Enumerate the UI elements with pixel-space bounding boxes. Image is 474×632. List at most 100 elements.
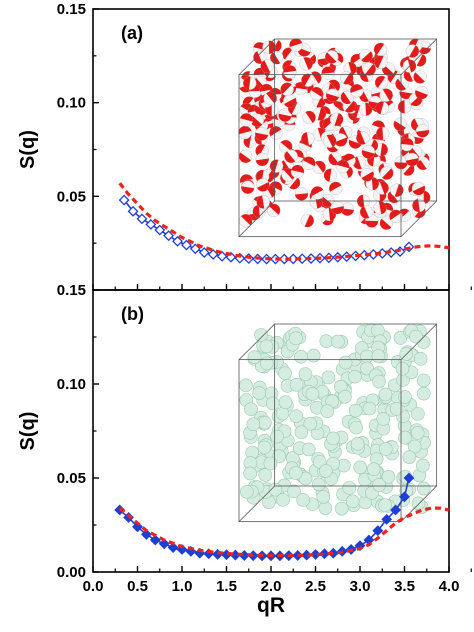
janus-sphere [255, 152, 269, 167]
janus-sphere [330, 200, 344, 215]
sphere-red-half [348, 62, 357, 75]
green-sphere [338, 389, 352, 404]
green-sphere [243, 466, 257, 481]
green-sphere [254, 328, 268, 342]
janus-spheres-box-inset [238, 38, 438, 238]
data-point [140, 528, 152, 540]
sphere-red-half [255, 158, 269, 166]
green-sphere [275, 406, 290, 421]
janus-sphere [238, 125, 252, 140]
sphere-red-half [280, 140, 293, 151]
janus-sphere [310, 186, 325, 200]
panel-a: 0.15 0.10 0.05 S(q) (a) [17, 1, 472, 291]
box-edge [238, 200, 275, 237]
green-sphere [409, 329, 423, 344]
sphere-red-half [240, 113, 253, 122]
box-edge [238, 38, 275, 75]
sphere-red-half [278, 113, 292, 122]
sphere-red-half [295, 193, 309, 201]
green-sphere [411, 496, 426, 511]
janus-sphere [243, 76, 257, 90]
sphere-red-half [380, 143, 388, 157]
panel-label: (a) [121, 23, 143, 43]
box-edge [400, 323, 437, 360]
sphere-red-half [400, 138, 414, 146]
sphere-red-half [301, 73, 312, 86]
green-sphere [411, 407, 425, 421]
y-tick-label: 0.10 [57, 376, 86, 393]
green-sphere [416, 481, 431, 496]
box-edge [238, 323, 275, 360]
janus-sphere [280, 82, 294, 96]
sphere-red-half [360, 69, 369, 82]
green-sphere [296, 493, 311, 507]
data-point [198, 247, 210, 258]
green-sphere [372, 374, 386, 389]
sphere-red-half [326, 134, 337, 148]
sphere-red-half [379, 218, 392, 230]
data-point [327, 547, 339, 559]
green-sphere [318, 501, 333, 515]
sphere-red-half [284, 151, 296, 163]
green-sphere [334, 501, 349, 516]
sphere-red-half [317, 107, 326, 121]
janus-sphere [325, 50, 339, 64]
green-sphere [402, 450, 417, 464]
data-point [136, 213, 148, 225]
sphere-red-half [297, 47, 311, 57]
janus-sphere [412, 53, 427, 67]
green-sphere [272, 449, 286, 464]
x-tick-label: 4.0 [439, 578, 460, 595]
green-sphere [348, 403, 363, 418]
green-sphere [257, 440, 272, 455]
sphere-red-half [283, 65, 297, 73]
sphere-red-half [379, 181, 389, 195]
green-sphere [288, 466, 303, 480]
sphere-red-half [315, 160, 326, 173]
sphere-red-half [301, 132, 309, 146]
green-sphere [258, 415, 272, 430]
sphere-red-half [413, 72, 425, 84]
janus-sphere [329, 112, 344, 126]
sphere-red-half [343, 72, 354, 85]
y-axis-label: S(q) [17, 412, 39, 451]
janus-sphere [340, 202, 355, 216]
sphere-red-half [361, 171, 374, 182]
sphere-red-half [382, 168, 394, 180]
green-sphere [303, 416, 318, 431]
sphere-red-half [330, 206, 344, 215]
sphere-red-half [389, 209, 402, 221]
janus-sphere [294, 187, 309, 201]
sphere-red-half [266, 91, 277, 104]
data-point [390, 504, 402, 516]
sphere-red-half [334, 137, 348, 147]
data-point [403, 472, 415, 484]
box-front-face [238, 74, 402, 238]
green-sphere [287, 484, 301, 499]
sphere-red-half [291, 165, 305, 174]
green-sphere [316, 490, 331, 504]
sphere-red-half [254, 105, 267, 115]
sphere-red-half [334, 113, 344, 126]
green-sphere [353, 460, 367, 475]
janus-sphere [279, 139, 293, 154]
janus-sphere [301, 73, 315, 87]
sphere-red-half [412, 185, 426, 195]
janus-sphere [340, 71, 354, 85]
green-sphere [289, 331, 303, 346]
janus-sphere [405, 152, 419, 167]
janus-sphere [374, 55, 388, 69]
janus-sphere [309, 86, 324, 101]
green-sphere [395, 361, 410, 376]
green-sphere [366, 462, 381, 477]
x-tick-label: 0.5 [127, 578, 148, 595]
janus-sphere [415, 124, 430, 138]
sphere-red-half [289, 38, 303, 47]
data-point [127, 205, 139, 217]
green-sphere [416, 386, 431, 401]
green-sphere [252, 386, 266, 400]
janus-sphere [256, 178, 270, 192]
janus-sphere [302, 156, 316, 170]
green-sphere [258, 468, 273, 482]
